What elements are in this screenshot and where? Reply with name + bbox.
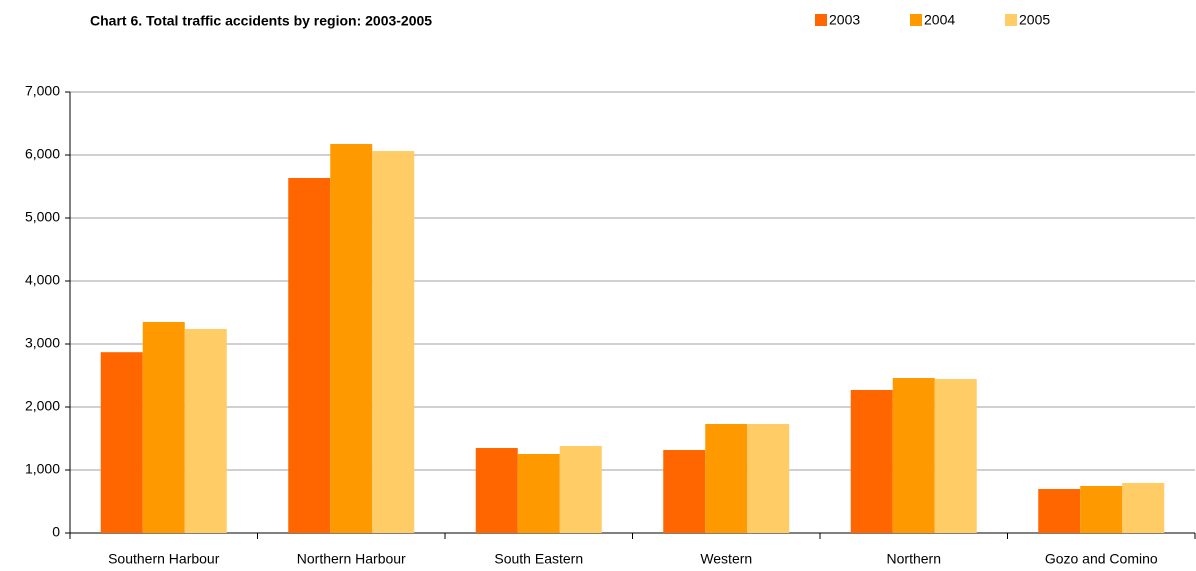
x-tick-label: Northern xyxy=(887,551,941,567)
legend-label: 2005 xyxy=(1019,12,1050,28)
bar xyxy=(1080,486,1123,533)
legend-swatch xyxy=(910,14,922,26)
y-tick-label: 3,000 xyxy=(25,335,60,351)
x-tick-label: Northern Harbour xyxy=(297,551,406,567)
x-tick-label: Western xyxy=(700,551,752,567)
bar xyxy=(663,450,706,533)
chart-title: Chart 6. Total traffic accidents by regi… xyxy=(90,13,432,29)
bar xyxy=(475,448,518,533)
bar xyxy=(288,177,331,533)
bar xyxy=(705,424,748,533)
y-tick-label: 1,000 xyxy=(25,461,60,477)
legend-label: 2004 xyxy=(924,12,955,28)
x-tick-label: Southern Harbour xyxy=(108,551,220,567)
bar xyxy=(100,352,143,533)
bar xyxy=(892,378,935,533)
legend-swatch xyxy=(1005,14,1017,26)
y-tick-label: 0 xyxy=(52,524,60,540)
y-tick-label: 2,000 xyxy=(25,398,60,414)
bar xyxy=(934,379,977,533)
bar xyxy=(850,389,893,533)
x-tick-label: South Eastern xyxy=(494,551,583,567)
bar xyxy=(517,453,560,533)
legend-label: 2003 xyxy=(829,12,860,28)
bar xyxy=(142,322,185,533)
bar xyxy=(1122,482,1165,533)
bar xyxy=(1038,489,1081,533)
bar xyxy=(330,143,373,533)
x-tick-label: Gozo and Comino xyxy=(1045,551,1158,567)
bar xyxy=(184,329,227,533)
bar xyxy=(747,424,790,533)
bar xyxy=(372,151,415,533)
y-tick-label: 4,000 xyxy=(25,272,60,288)
legend-swatch xyxy=(815,14,827,26)
y-tick-label: 6,000 xyxy=(25,146,60,162)
y-tick-label: 5,000 xyxy=(25,209,60,225)
bar xyxy=(559,445,602,533)
y-tick-label: 7,000 xyxy=(25,83,60,99)
